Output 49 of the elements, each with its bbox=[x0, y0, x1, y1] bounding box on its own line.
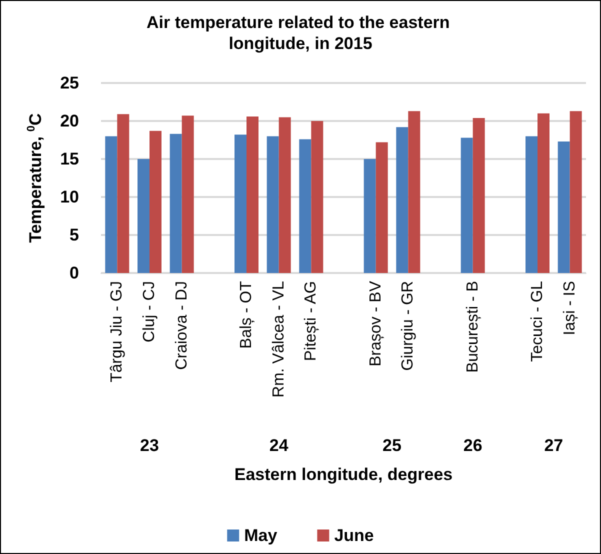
x-tick-label: Balș - OT bbox=[238, 280, 255, 349]
text: 23 bbox=[140, 436, 159, 455]
x-tick-label: Brașov - BV bbox=[367, 280, 384, 366]
y-tick-label: 0 bbox=[70, 264, 79, 282]
bar bbox=[460, 138, 473, 273]
chart-title: Air temperature related to the eastern longitude, in 2015 bbox=[146, 13, 454, 53]
bar bbox=[376, 142, 388, 273]
x-tick-label: București - B bbox=[464, 281, 482, 373]
bar bbox=[105, 136, 118, 273]
x-tick-label: Giurgiu - GR bbox=[400, 281, 417, 371]
text: 25 bbox=[382, 436, 402, 455]
x-tick-label: Târgu Jiu - GJ bbox=[108, 281, 126, 382]
x-tick-label: Cluj - CJ bbox=[141, 281, 158, 342]
bar bbox=[538, 113, 550, 273]
text: 24 bbox=[269, 436, 289, 455]
bar bbox=[570, 111, 582, 273]
legend-label: May bbox=[244, 526, 278, 545]
bar bbox=[278, 117, 291, 273]
x-tick-label: Tecuci - GL bbox=[529, 280, 546, 362]
bar bbox=[117, 114, 130, 273]
y-tick-label: 20 bbox=[60, 112, 79, 130]
bar bbox=[364, 159, 376, 273]
text: 27 bbox=[544, 436, 564, 455]
x-tick-label: Rm. Vâlcea - VL bbox=[270, 280, 288, 398]
legend-label: June bbox=[334, 526, 374, 545]
bar bbox=[472, 118, 485, 273]
bar bbox=[150, 130, 162, 273]
bar bbox=[526, 136, 538, 273]
y-axis-title: Temperature, 0C bbox=[26, 113, 45, 243]
x-tick-label: Craiova - DJ bbox=[173, 281, 190, 370]
bar bbox=[311, 121, 324, 273]
bar bbox=[299, 139, 312, 273]
bar bbox=[138, 159, 150, 273]
bar bbox=[246, 116, 258, 273]
y-tick-label: 25 bbox=[60, 74, 79, 92]
y-tick-label: 5 bbox=[70, 226, 79, 244]
bar bbox=[234, 134, 246, 273]
y-tick-label: 10 bbox=[60, 188, 79, 206]
bar bbox=[396, 127, 408, 273]
bar bbox=[170, 134, 182, 273]
bar bbox=[408, 111, 420, 273]
text: 26 bbox=[463, 436, 482, 455]
x-tick-label: Iași - IS bbox=[561, 281, 578, 336]
x-axis-title: Eastern longitude, degrees bbox=[234, 465, 453, 484]
bar bbox=[266, 136, 279, 273]
bar bbox=[558, 142, 570, 273]
y-tick-label: 15 bbox=[60, 150, 79, 168]
bar bbox=[182, 116, 194, 273]
x-tick-label: Pitești - AG bbox=[302, 281, 320, 362]
